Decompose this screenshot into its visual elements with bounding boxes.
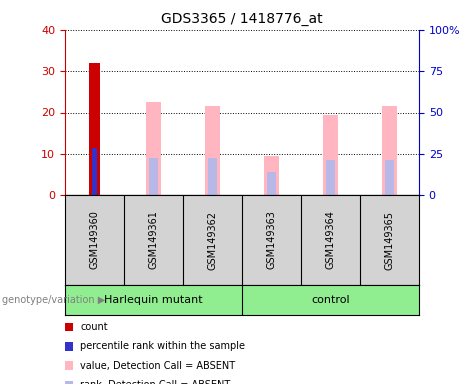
- Bar: [92, 147, 97, 195]
- Text: GSM149360: GSM149360: [89, 210, 100, 270]
- Title: GDS3365 / 1418776_at: GDS3365 / 1418776_at: [161, 12, 323, 26]
- Text: GSM149362: GSM149362: [207, 210, 218, 270]
- Text: Harlequin mutant: Harlequin mutant: [104, 295, 203, 305]
- Text: rank, Detection Call = ABSENT: rank, Detection Call = ABSENT: [80, 380, 230, 384]
- Bar: [89, 63, 100, 195]
- Text: GSM149363: GSM149363: [266, 210, 277, 270]
- Text: GSM149364: GSM149364: [325, 210, 336, 270]
- Text: control: control: [311, 295, 350, 305]
- Text: value, Detection Call = ABSENT: value, Detection Call = ABSENT: [80, 361, 236, 371]
- Bar: [385, 160, 394, 195]
- Bar: [264, 156, 279, 195]
- Bar: [382, 106, 397, 195]
- Text: GSM149361: GSM149361: [148, 210, 159, 270]
- Bar: [149, 158, 158, 195]
- Bar: [326, 160, 335, 195]
- Text: percentile rank within the sample: percentile rank within the sample: [80, 341, 245, 351]
- Bar: [267, 172, 276, 195]
- Bar: [323, 114, 338, 195]
- Bar: [146, 102, 161, 195]
- Bar: [205, 106, 220, 195]
- Text: GSM149365: GSM149365: [384, 210, 395, 270]
- Bar: [208, 158, 217, 195]
- Text: genotype/variation ▶: genotype/variation ▶: [2, 295, 106, 305]
- Text: count: count: [80, 322, 108, 332]
